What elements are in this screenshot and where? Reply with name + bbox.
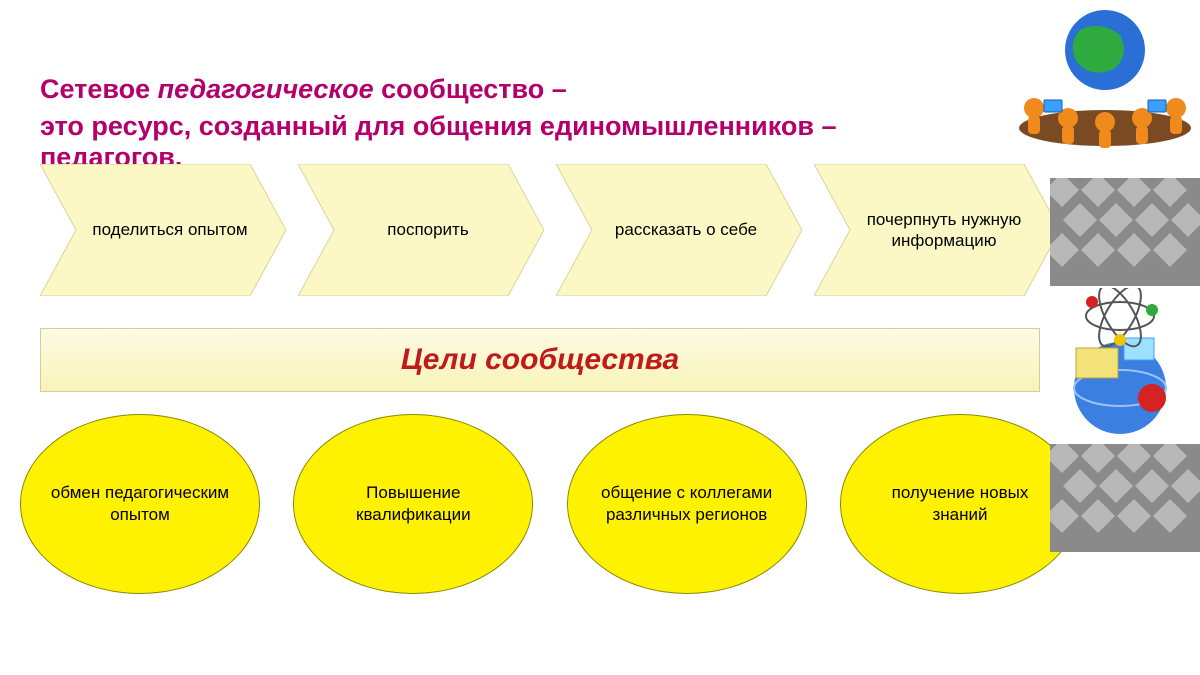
goals-bar: Цели сообщества: [40, 328, 1040, 392]
chevron-item: поделиться опытом: [40, 164, 286, 296]
globe-meeting-icon: [1010, 0, 1200, 160]
chevron-label: почерпнуть нужную информацию: [858, 209, 1030, 252]
heading: Сетевое педагогическое сообщество – это …: [40, 74, 960, 173]
chevron-item: почерпнуть нужную информацию: [814, 164, 1060, 296]
ellipse-item: Повышение квалификации: [293, 414, 533, 594]
ellipse-label: получение новых знаний: [865, 482, 1055, 526]
heading-suffix: сообщество –: [374, 74, 567, 104]
chevron-label: поспорить: [387, 219, 468, 240]
goals-label: Цели сообщества: [401, 343, 679, 377]
ellipse-label: обмен педагогическим опытом: [45, 482, 235, 526]
ellipse-item: обмен педагогическим опытом: [20, 414, 260, 594]
ellipse-label: Повышение квалификации: [318, 482, 508, 526]
slide: Сетевое педагогическое сообщество – это …: [0, 0, 1200, 675]
heading-line1: Сетевое педагогическое сообщество –: [40, 74, 960, 105]
diamond-pattern-icon: [1050, 444, 1200, 552]
chevron-row: поделиться опытом поспорить рассказать о…: [40, 164, 1060, 296]
chevron-item: поспорить: [298, 164, 544, 296]
heading-italic: педагогическое: [158, 74, 374, 104]
tech-globe-icon: [1040, 288, 1200, 442]
heading-prefix: Сетевое: [40, 74, 158, 104]
chevron-label: поделиться опытом: [92, 219, 247, 240]
ellipse-row: обмен педагогическим опытом Повышение кв…: [20, 414, 1080, 614]
ellipse-item: общение с коллегами различных регионов: [567, 414, 807, 594]
ellipse-label: общение с коллегами различных регионов: [592, 482, 782, 526]
diamond-pattern-icon: [1050, 178, 1200, 286]
chevron-item: рассказать о себе: [556, 164, 802, 296]
chevron-label: рассказать о себе: [615, 219, 757, 240]
